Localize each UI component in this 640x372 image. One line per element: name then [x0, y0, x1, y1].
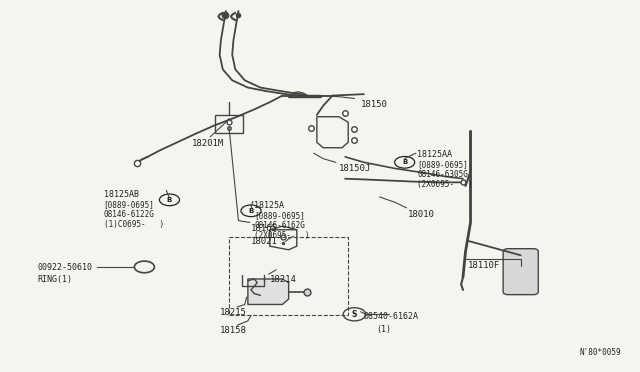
Text: 18165: 18165	[251, 224, 278, 233]
Text: B: B	[248, 208, 253, 214]
Text: (1)C0695-   ): (1)C0695- )	[104, 220, 164, 229]
Text: 18010: 18010	[408, 210, 435, 219]
Polygon shape	[248, 279, 289, 304]
Text: 08146-6162G: 08146-6162G	[254, 221, 305, 230]
Text: 18150: 18150	[361, 100, 388, 109]
Text: (2X0695-   ): (2X0695- )	[417, 180, 473, 189]
Text: N'80*0059: N'80*0059	[579, 347, 621, 357]
Text: [0889-0695]: [0889-0695]	[104, 201, 154, 209]
Text: 18201M: 18201M	[191, 139, 223, 148]
Text: (2X0695-   ): (2X0695- )	[254, 231, 310, 240]
Text: 00922-50610: 00922-50610	[38, 263, 93, 272]
Text: 18214: 18214	[270, 275, 297, 284]
Text: 18125A: 18125A	[254, 201, 284, 209]
Text: 08146-6122G: 08146-6122G	[104, 211, 154, 219]
Text: 18110F: 18110F	[467, 261, 500, 270]
Text: RING(1): RING(1)	[38, 275, 73, 284]
Text: 08540-6162A: 08540-6162A	[364, 312, 419, 321]
Text: 08146-6305G: 08146-6305G	[417, 170, 468, 179]
Text: 18158: 18158	[220, 326, 246, 335]
Text: 18150J: 18150J	[339, 164, 371, 173]
Text: 18125AB: 18125AB	[104, 190, 139, 199]
Text: S: S	[352, 310, 357, 319]
Text: 18215: 18215	[220, 308, 246, 317]
FancyBboxPatch shape	[503, 249, 538, 295]
Text: [0889-0695]: [0889-0695]	[417, 160, 468, 170]
Text: B: B	[167, 197, 172, 203]
Text: (1): (1)	[376, 324, 392, 334]
Text: B: B	[402, 159, 407, 165]
Text: [0889-0695]: [0889-0695]	[254, 212, 305, 221]
Text: 18021: 18021	[251, 237, 278, 246]
Text: 18125AA: 18125AA	[417, 150, 452, 158]
